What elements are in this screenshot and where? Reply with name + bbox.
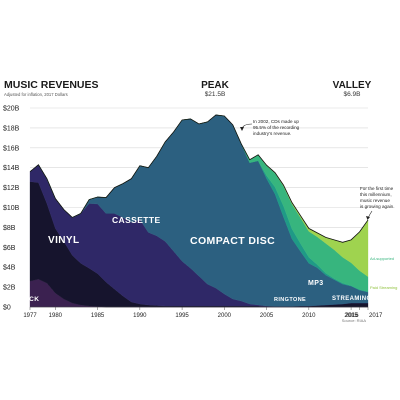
label-8-track: 8-TRACK (8, 296, 39, 303)
annotation-growth-line-4: is growing again. (360, 204, 394, 209)
y-tick-label: $10B (3, 205, 20, 212)
x-tick-label: 1995 (175, 313, 189, 319)
valley-title: VALLEY (333, 80, 372, 91)
y-tick-label: $18B (3, 125, 20, 132)
source-note: Source: RIAA (342, 318, 367, 323)
label-ringtone: RINGTONE (274, 297, 306, 303)
x-axis-ticks: 1977 1980 1985 1990 1995 2000 2005 2010 20152016… (23, 306, 383, 319)
side-label-ad-supported: Ad-supported (370, 256, 394, 261)
x-tick-label: 2017 (369, 313, 383, 319)
label-vinyl: VINYL (48, 235, 79, 246)
y-tick-label: $12B (3, 185, 20, 192)
annotation-cd-line-1: In 2002, CDs made up (253, 119, 299, 124)
label-cassette: CASSETTE (112, 215, 161, 225)
valley-value: $6.9B (344, 91, 361, 98)
peak-title: PEAK (201, 80, 230, 91)
annotation-growth-line-1: For the first time (360, 186, 394, 191)
y-tick-label: $20B (3, 106, 20, 113)
chart-title: MUSIC REVENUES (4, 79, 99, 91)
annotation-growth-line-2: this millennium, (360, 192, 392, 197)
annotation-growth-arrowhead (366, 216, 370, 220)
y-tick-label: $6B (3, 245, 16, 252)
annotation-growth-line-3: music revenue (360, 198, 390, 203)
x-tick-label: 1977 (23, 313, 37, 319)
y-tick-label: $0 (3, 305, 11, 312)
x-tick-label: 1990 (133, 313, 147, 319)
peak-value: $21.5B (205, 91, 226, 98)
x-tick-label: 2016 (345, 313, 359, 319)
annotation-cd-line-3: industry's revenue. (253, 131, 291, 136)
annotation-cd-arrowhead (240, 127, 244, 131)
annotation-cd-line-2: 95.5% of the recording (253, 125, 300, 130)
label-mp3: MP3 (308, 280, 324, 287)
chart-subtitle: Adjusted for inflation, 2017 Dollars (4, 92, 68, 97)
annotation-growth: For the first time this millennium, musi… (360, 186, 394, 220)
y-tick-label: $2B (3, 285, 16, 292)
y-tick-label: $14B (3, 165, 20, 172)
annotation-cd-share: In 2002, CDs made up 95.5% of the record… (240, 119, 300, 136)
side-label-paid-streaming: Paid Streaming (370, 285, 397, 290)
x-tick-label: 2000 (218, 313, 232, 319)
x-tick-label: 2010 (302, 313, 316, 319)
label-streaming: STREAMING (332, 296, 372, 302)
annotation-cd-arrow (241, 123, 253, 130)
x-tick-label: 2005 (260, 313, 274, 319)
x-tick-label: 1980 (49, 313, 63, 319)
x-tick-label: 2015 (344, 313, 358, 319)
y-tick-label: $4B (3, 265, 16, 272)
area-series (29, 114, 369, 308)
y-axis-ticks: $0 $2B $4B $6B $8B $10B $12B $14B $16B $18B $20B (3, 106, 20, 312)
y-tick-label: $16B (3, 145, 20, 152)
x-tick-label: 1985 (91, 313, 105, 319)
label-compact-disc: COMPACT DISC (190, 235, 275, 247)
y-tick-label: $8B (3, 225, 16, 232)
total-revenue-outline (29, 114, 369, 243)
